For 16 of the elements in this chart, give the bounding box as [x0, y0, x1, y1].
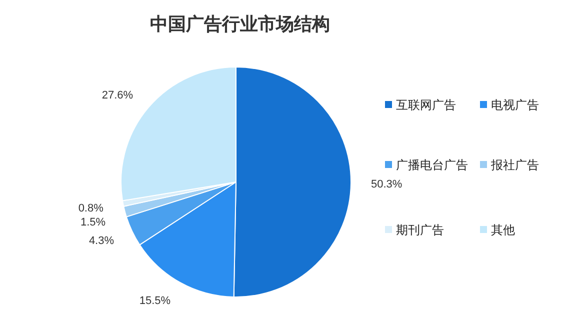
legend-label: 互联网广告 — [396, 98, 456, 112]
legend-label: 广播电台广告 — [396, 158, 468, 172]
pie-slice — [139, 182, 236, 298]
legend-label: 其他 — [491, 223, 515, 237]
chart-title: 中国广告行业市场结构 — [150, 14, 330, 34]
legend-label: 电视广告 — [491, 98, 539, 112]
data-label: 1.5% — [80, 216, 106, 228]
legend-label: 报社广告 — [490, 158, 539, 172]
pie-slice — [126, 182, 236, 246]
pie-slice — [233, 66, 352, 298]
data-label: 4.3% — [88, 234, 114, 247]
data-label: 27.6% — [102, 90, 134, 102]
data-label: 50.3% — [370, 178, 402, 190]
legend-label: 期刊广告 — [396, 223, 444, 237]
data-label: 0.8% — [78, 202, 104, 214]
data-label: 15.5% — [139, 295, 171, 308]
